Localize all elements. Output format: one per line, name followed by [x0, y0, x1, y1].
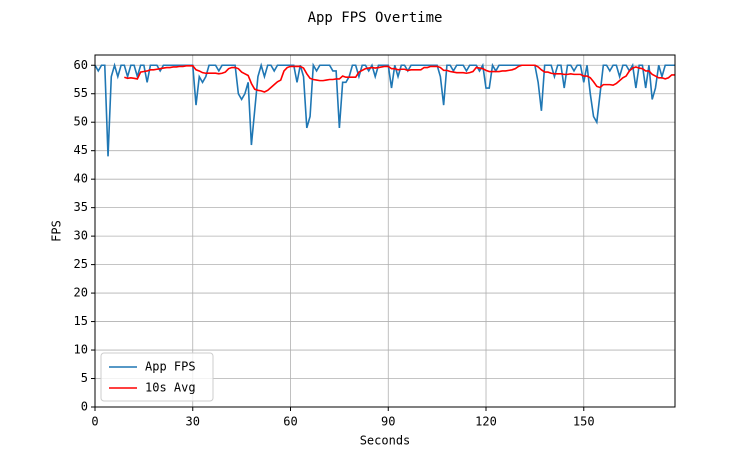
y-tick-label: 25: [74, 257, 88, 271]
legend-label: App FPS: [145, 360, 196, 374]
y-tick-label: 15: [74, 314, 88, 328]
x-tick-label: 150: [573, 415, 595, 429]
y-tick-label: 5: [81, 371, 88, 385]
x-tick-label: 90: [381, 415, 395, 429]
line-series: [124, 64, 675, 93]
chart-title: App FPS Overtime: [308, 10, 443, 26]
legend-box: [100, 352, 214, 402]
y-tick-label: 20: [74, 286, 88, 300]
x-tick-label: 120: [475, 415, 497, 429]
y-tick-label: 30: [74, 229, 88, 243]
legend-label: 10s Avg: [145, 381, 196, 395]
y-tick-label: 0: [81, 400, 88, 414]
y-tick-label: 40: [74, 172, 88, 186]
y-tick-label: 50: [74, 115, 88, 129]
x-axis-label: Seconds: [360, 434, 411, 448]
axes-frame: [94, 54, 676, 408]
y-tick-label: 55: [74, 86, 88, 100]
y-tick-label: 45: [74, 143, 88, 157]
y-axis-label: FPS: [50, 220, 64, 242]
x-tick-label: 30: [186, 415, 200, 429]
y-tick-label: 35: [74, 200, 88, 214]
x-tick-label: 0: [91, 415, 98, 429]
x-tick-label: 60: [283, 415, 297, 429]
y-tick-label: 60: [74, 58, 88, 72]
y-tick-label: 10: [74, 343, 88, 357]
